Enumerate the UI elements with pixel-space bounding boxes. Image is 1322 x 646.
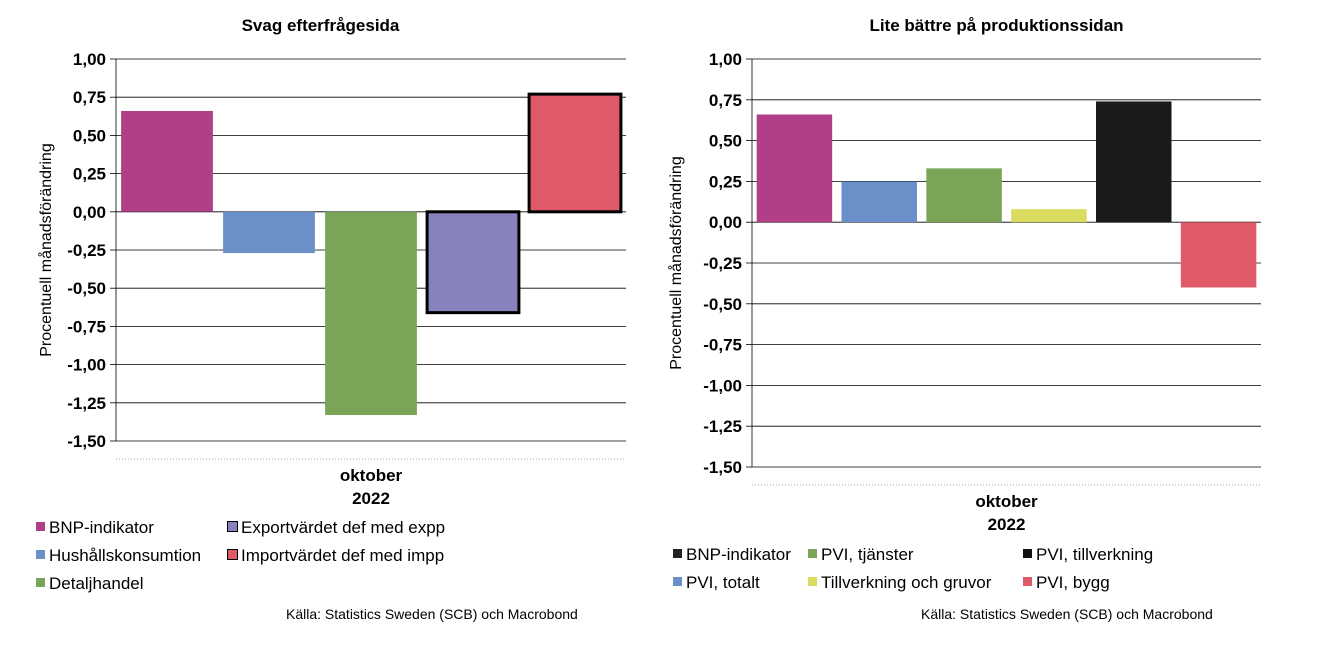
legend-label: PVI, bygg [1036, 573, 1110, 592]
y-tick-label: 0,25 [709, 172, 742, 191]
x-category-label: oktober [975, 492, 1038, 511]
x-category-label: 2022 [988, 515, 1026, 534]
y-tick-label: -1,00 [703, 376, 742, 395]
legend-swatch [36, 522, 45, 531]
bar [756, 114, 833, 223]
bar-chart-right: 1,00 0,75 0,50 0,25 0,00 -0,25 -0,50 -0,75 -1,00… [667, 50, 1261, 534]
y-tick-label: -0,50 [67, 279, 106, 298]
legend-label: Exportvärdet def med expp [241, 518, 446, 537]
chart-title: Lite bättre på produktionssidan [869, 16, 1124, 35]
bar [1180, 222, 1257, 288]
bar [527, 92, 623, 214]
y-tick-label: -0,75 [67, 317, 106, 336]
chart-panel-right: Lite bättre på produktionssidan 1,00 0,75… [661, 0, 1322, 646]
bar [926, 168, 1002, 223]
legend-swatch [227, 521, 238, 532]
bar [223, 211, 315, 254]
x-category-label: 2022 [352, 489, 390, 508]
chart-title: Svag efterfrågesida [241, 16, 400, 35]
legend-swatch [1023, 549, 1032, 558]
legend-item: Exportvärdet def med expp [227, 518, 446, 538]
legend-swatch [227, 549, 238, 560]
y-axis-title: Procentuell månadsförändring [37, 143, 55, 356]
legend-label: Importvärdet def med impp [241, 546, 445, 565]
y-tick-label: -1,25 [67, 394, 106, 413]
y-tick-label: 0,75 [73, 88, 106, 107]
bar [325, 211, 417, 416]
y-tick-label: 0,00 [73, 203, 106, 222]
legend-label: PVI, tillverkning [1036, 545, 1154, 564]
source-note: Källa: Statistics Sweden (SCB) och Macro… [286, 606, 578, 622]
y-tick-label: -0,50 [703, 295, 742, 314]
bar [425, 210, 521, 315]
bar [1095, 101, 1172, 223]
legend-label: Hushållskonsumtion [49, 546, 202, 565]
legend-swatch [673, 577, 682, 586]
y-tick-label: 0,25 [73, 165, 106, 184]
y-tick-label: 1,00 [73, 50, 106, 69]
legend-swatch [673, 549, 682, 558]
legend-label: BNP-indikator [686, 545, 791, 564]
y-tick-label: -1,00 [67, 356, 106, 375]
bar [1011, 209, 1087, 223]
legend-item: BNP-indikator [36, 518, 154, 538]
y-tick-label: 0,50 [73, 126, 106, 145]
y-tick-label: 0,00 [709, 213, 742, 232]
legend-swatch [808, 577, 817, 586]
bar-chart-left: 1,00 0,75 0,50 0,25 0,00 -0,25 -0,50 -0,75 -1,00… [37, 50, 626, 508]
y-tick-label: 0,75 [709, 91, 742, 110]
legend-item: PVI, bygg [1023, 573, 1110, 593]
source-note: Källa: Statistics Sweden (SCB) och Macro… [921, 606, 1213, 622]
bar [841, 181, 918, 223]
legend-swatch [1023, 577, 1032, 586]
y-tick-label: -0,25 [703, 254, 742, 273]
y-tick-label: -1,50 [703, 458, 742, 477]
legend-swatch [36, 578, 45, 587]
legend-label: Tillverkning och gruvor [821, 573, 992, 592]
legend-item: BNP-indikator [673, 545, 791, 565]
y-tick-label: 1,00 [709, 50, 742, 69]
legend-item: PVI, totalt [673, 573, 760, 593]
bar [121, 110, 213, 212]
legend-swatch [808, 549, 817, 558]
legend-item: PVI, tjänster [808, 545, 914, 565]
y-tick-label: -0,75 [703, 336, 742, 355]
chart-panel-left: Svag efterfrågesida 1,00 0,75 0,50 0,25 0,00… [36, 16, 626, 622]
legend-item: Hushållskonsumtion [36, 546, 201, 566]
legend-label: PVI, totalt [686, 573, 760, 592]
legend-swatch [36, 550, 45, 559]
legend-item: Detaljhandel [36, 574, 144, 594]
legend-label: Detaljhandel [49, 574, 144, 593]
y-tick-label: -1,25 [703, 417, 742, 436]
y-tick-label: -0,25 [67, 241, 106, 260]
legend-item: PVI, tillverkning [1023, 545, 1153, 565]
y-tick-label: -1,50 [67, 432, 106, 451]
legend-label: PVI, tjänster [821, 545, 914, 564]
x-category-label: oktober [340, 466, 403, 485]
legend-item: Importvärdet def med impp [227, 546, 445, 566]
y-axis-title: Procentuell månadsförändring [667, 156, 685, 369]
y-tick-label: 0,50 [709, 132, 742, 151]
legend-item: Tillverkning och gruvor [808, 573, 991, 593]
legend-label: BNP-indikator [49, 518, 154, 537]
